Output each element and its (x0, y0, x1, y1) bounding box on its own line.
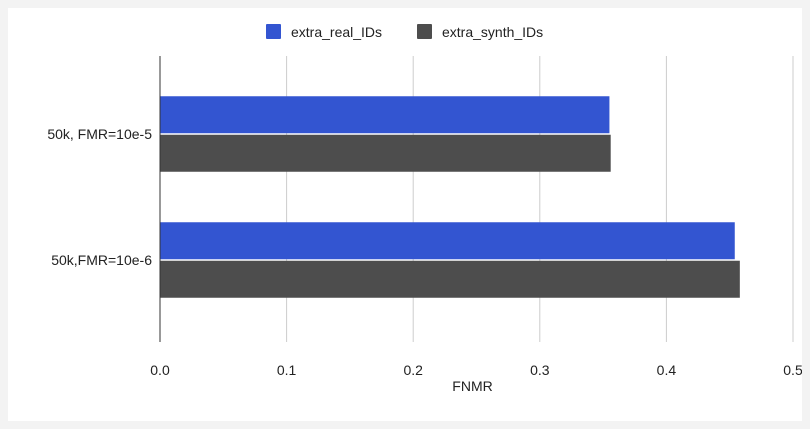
x-axis-title: FNMR (452, 378, 492, 394)
legend-label-extra_synth_IDs: extra_synth_IDs (442, 24, 543, 40)
category-label: 50k,FMR=10e-6 (51, 252, 152, 268)
x-tick-label: 0.4 (657, 362, 677, 378)
chart-panel: 0.0 0.1 0.2 0.3 0.4 0.5 50k, FMR=10e-5 50k,FMR… (8, 8, 802, 421)
x-tick-labels: 0.0 0.1 0.2 0.3 0.4 0.5 (150, 362, 802, 378)
bar-extra_synth_IDs-0 (160, 134, 611, 172)
legend-swatch-extra_real_IDs (266, 24, 281, 39)
legend-swatch-extra_synth_IDs (417, 24, 432, 39)
category-labels: 50k, FMR=10e-5 50k,FMR=10e-6 (47, 126, 152, 268)
bar-extra_real_IDs-1 (160, 222, 735, 260)
bars (160, 96, 740, 298)
legend-label-extra_real_IDs: extra_real_IDs (291, 24, 382, 40)
x-tick-label: 0.1 (277, 362, 297, 378)
x-tick-label: 0.0 (150, 362, 170, 378)
x-tick-label: 0.3 (530, 362, 550, 378)
bar-extra_synth_IDs-1 (160, 260, 740, 298)
x-tick-label: 0.2 (403, 362, 423, 378)
fnmr-bar-chart: 0.0 0.1 0.2 0.3 0.4 0.5 50k, FMR=10e-5 50k,FMR… (47, 24, 802, 394)
bar-extra_real_IDs-0 (160, 96, 610, 134)
x-tick-label: 0.5 (783, 362, 802, 378)
category-label: 50k, FMR=10e-5 (47, 126, 152, 142)
legend: extra_real_IDs extra_synth_IDs (266, 24, 543, 40)
